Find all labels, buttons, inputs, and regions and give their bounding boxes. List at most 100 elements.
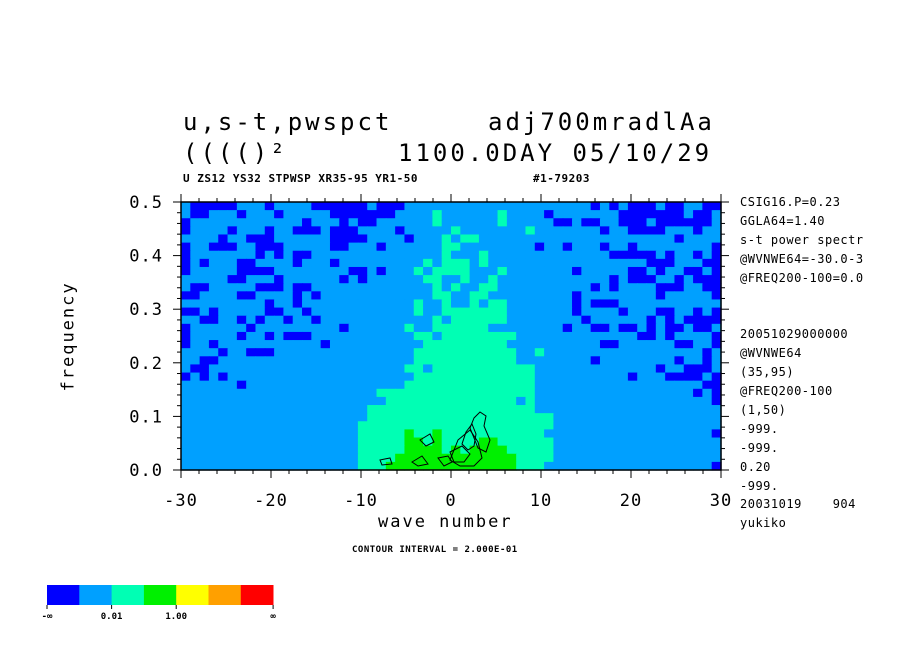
- heatmap-cell: [181, 364, 191, 374]
- heatmap-cell: [227, 299, 238, 309]
- heatmap-cell: [637, 421, 648, 430]
- heatmap-cell: [674, 202, 685, 211]
- heatmap-cell: [376, 323, 387, 333]
- heatmap-cell: [702, 242, 713, 252]
- heatmap-cell: [665, 218, 676, 227]
- heatmap-cell: [274, 307, 285, 317]
- heatmap-cell: [274, 202, 285, 211]
- heatmap-cell: [562, 356, 573, 366]
- heatmap-cell: [376, 348, 387, 357]
- heatmap-cell: [190, 364, 201, 374]
- heatmap-cell: [367, 445, 378, 455]
- heatmap-cell: [339, 242, 350, 252]
- heatmap-cell: [329, 210, 340, 219]
- heatmap-cell: [525, 218, 536, 227]
- heatmap-cell: [599, 405, 610, 414]
- heatmap-cell: [627, 453, 638, 463]
- heatmap-cell: [674, 461, 685, 471]
- heatmap-cell: [367, 380, 378, 390]
- heatmap-cell: [627, 210, 638, 219]
- heatmap-cell: [357, 315, 368, 325]
- heatmap-cell: [404, 348, 415, 357]
- heatmap-cell: [488, 299, 499, 309]
- heatmap-cell: [665, 266, 676, 276]
- heatmap-cell: [311, 340, 322, 349]
- heatmap-cell: [274, 266, 285, 276]
- heatmap-cell: [329, 348, 340, 357]
- heatmap-cell: [693, 242, 703, 252]
- heatmap-cell: [255, 299, 266, 309]
- heatmap-cell: [655, 372, 666, 382]
- heatmap-cell: [264, 340, 275, 349]
- heatmap-cell: [702, 266, 713, 276]
- contour-line: [379, 457, 393, 466]
- heatmap-cell: [413, 323, 424, 333]
- heatmap-cell: [506, 356, 517, 366]
- heatmap-cell: [255, 388, 266, 398]
- heatmap-cell: [544, 421, 555, 430]
- heatmap-cell: [218, 437, 229, 447]
- heatmap-cell: [376, 242, 387, 252]
- heatmap-cell: [274, 364, 285, 374]
- heatmap-cell: [357, 364, 368, 374]
- heatmap-cell: [646, 453, 657, 463]
- heatmap-cell: [525, 226, 536, 236]
- heatmap-cell: [497, 348, 508, 357]
- heatmap-cell: [227, 266, 238, 276]
- heatmap-cell: [572, 250, 582, 260]
- heatmap-cell: [506, 429, 517, 439]
- heatmap-cell: [544, 340, 555, 349]
- heatmap-cell: [218, 331, 229, 341]
- heatmap-cell: [236, 388, 247, 398]
- heatmap-cell: [181, 226, 191, 236]
- heatmap-cell: [637, 307, 648, 317]
- heatmap-cell: [572, 218, 582, 227]
- heatmap-cell: [404, 388, 415, 398]
- heatmap-cell: [599, 372, 610, 382]
- heatmap-cell: [506, 348, 517, 357]
- heatmap-cell: [302, 210, 312, 219]
- heatmap-cell: [218, 453, 229, 463]
- title-line1-right: adj700mradlAa: [488, 108, 715, 136]
- heatmap-cell: [674, 388, 685, 398]
- y-axis-label: frequency: [58, 281, 79, 392]
- heatmap-cell: [274, 413, 285, 422]
- heatmap-cell: [618, 258, 629, 268]
- heatmap-cell: [320, 421, 331, 430]
- heatmap-cell: [227, 323, 238, 333]
- heatmap-cell: [385, 323, 396, 333]
- heatmap-cell: [236, 307, 247, 317]
- heatmap-cell: [646, 388, 657, 398]
- heatmap-cell: [488, 218, 499, 227]
- heatmap-cell: [534, 250, 545, 260]
- heatmap-cell: [609, 307, 620, 317]
- heatmap-cell: [646, 234, 657, 244]
- heatmap-cell: [274, 453, 285, 463]
- heatmap-cell: [553, 226, 564, 236]
- heatmap-cell: [506, 218, 517, 227]
- heatmap-cell: [302, 396, 312, 406]
- heatmap-cell: [376, 461, 387, 471]
- heatmap-cell: [413, 348, 424, 357]
- heatmap-cell: [190, 372, 201, 382]
- heatmap-cell: [236, 250, 247, 260]
- heatmap-cell: [525, 348, 536, 357]
- heatmap-cell: [665, 421, 676, 430]
- heatmap-cell: [460, 348, 471, 357]
- heatmap-cell: [665, 307, 676, 317]
- heatmap-cell: [469, 364, 480, 374]
- heatmap-cell: [525, 291, 536, 301]
- heatmap-cell: [460, 380, 471, 390]
- heatmap-cell: [497, 315, 508, 325]
- heatmap-cell: [218, 291, 229, 301]
- heatmap-cell: [274, 396, 285, 406]
- heatmap-cell: [581, 258, 592, 268]
- heatmap-cell: [469, 202, 480, 211]
- heatmap-cell: [590, 437, 601, 447]
- heatmap-cell: [488, 429, 499, 439]
- heatmap-cell: [516, 356, 527, 366]
- heatmap-cell: [367, 372, 378, 382]
- heatmap-cell: [516, 226, 527, 236]
- heatmap-cell: [618, 396, 629, 406]
- heatmap-cell: [711, 372, 722, 382]
